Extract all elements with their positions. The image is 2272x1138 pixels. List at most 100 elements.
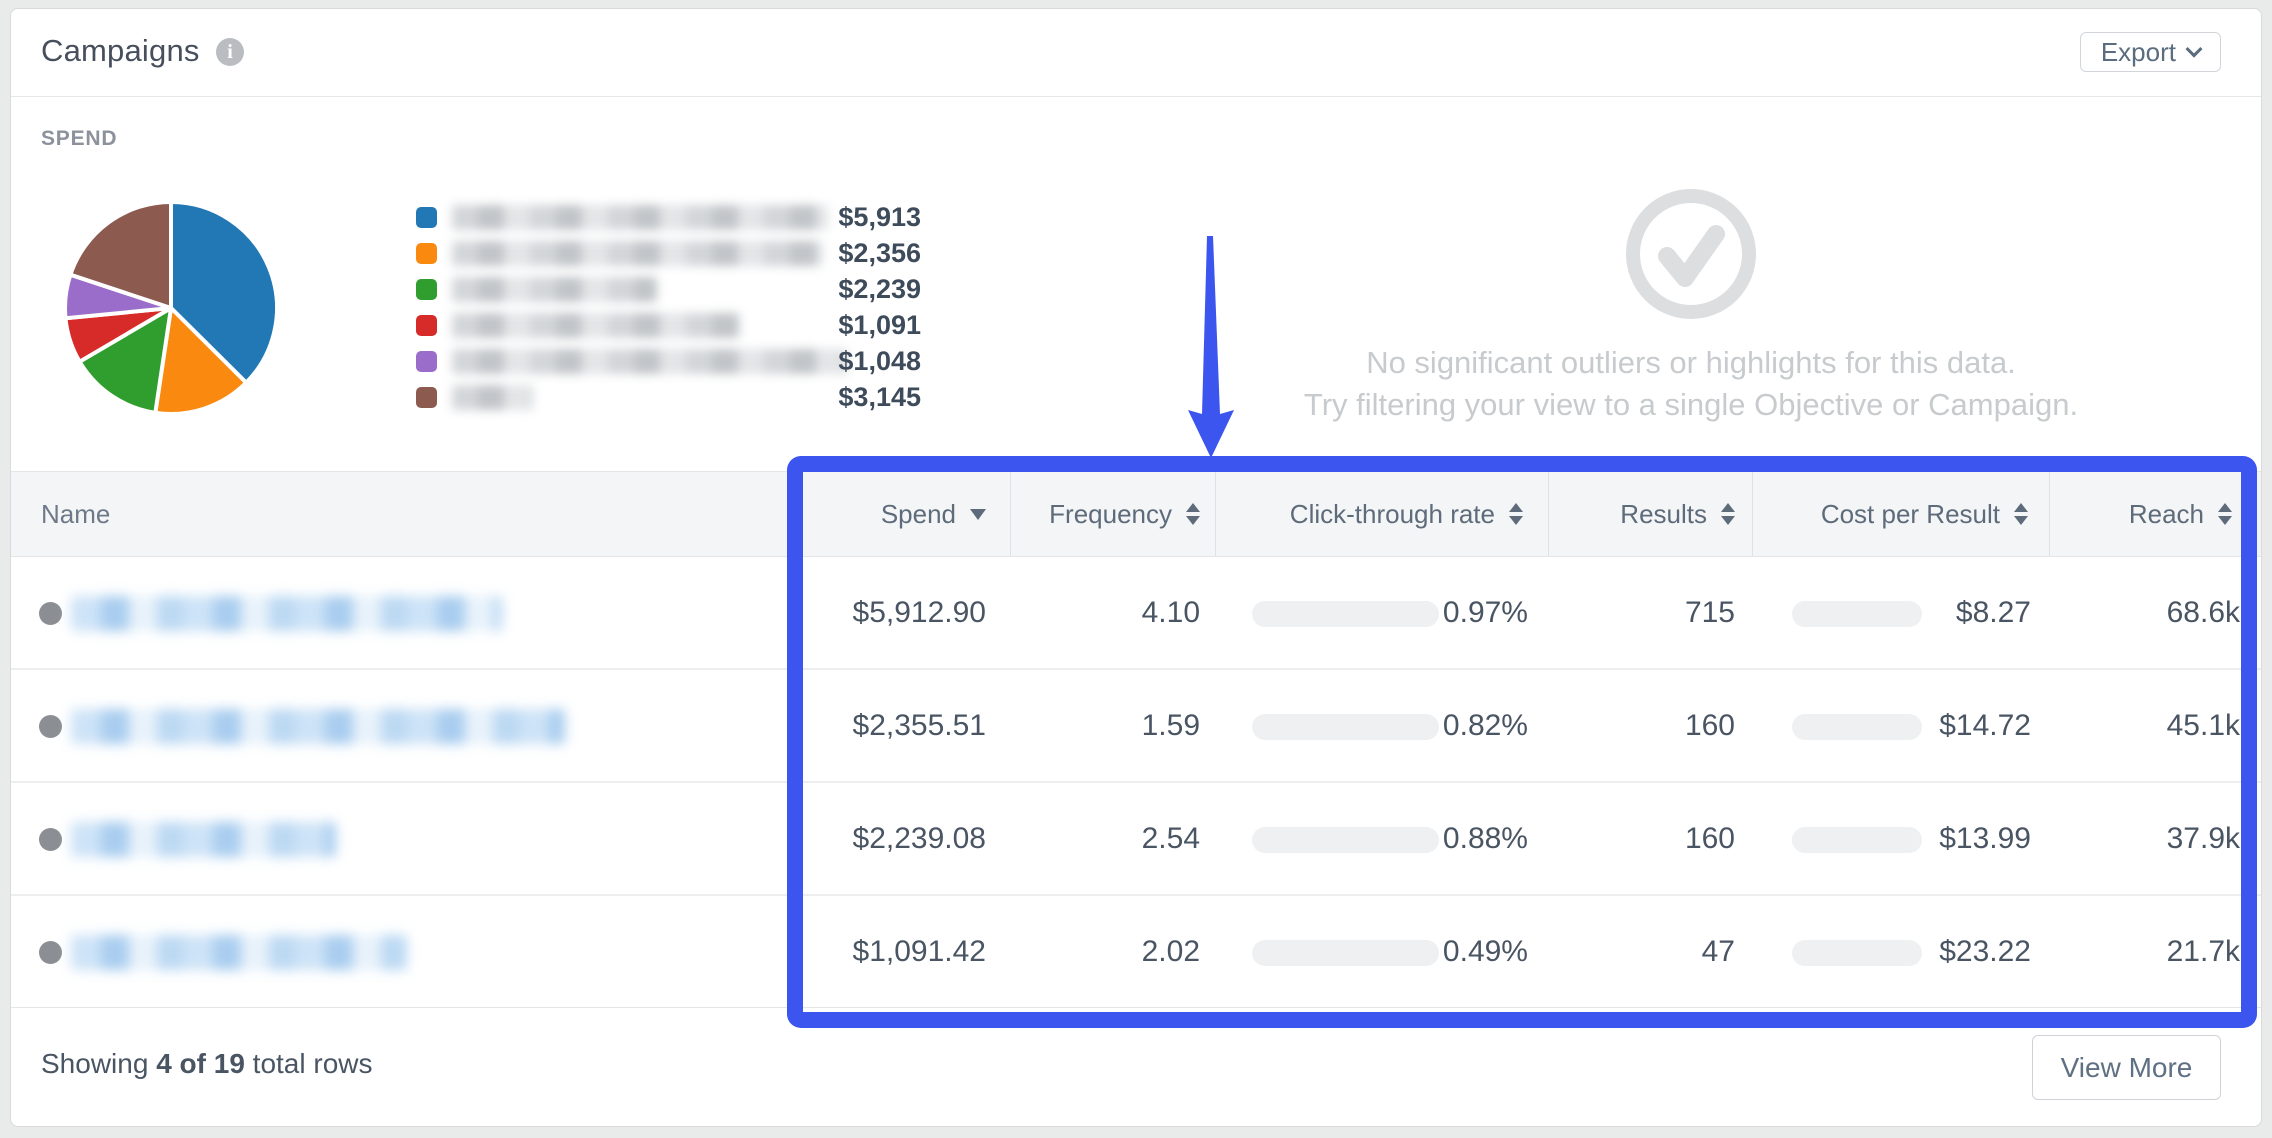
sort-descending-icon <box>970 508 986 520</box>
column-header-results-label: Results <box>1620 498 1707 529</box>
column-divider <box>2049 472 2050 556</box>
pie-slice[interactable] <box>153 306 249 416</box>
sort-icon <box>2014 503 2028 525</box>
info-icon[interactable]: i <box>216 38 244 66</box>
column-divider <box>1010 472 1011 556</box>
cell-spend: $5,912.90 <box>852 595 986 629</box>
legend-value: $1,048 <box>838 345 921 376</box>
legend-item[interactable]: $1,091 <box>416 307 921 343</box>
annotation-arrow-icon <box>1188 236 1234 458</box>
cell-spend: $2,239.08 <box>852 821 986 855</box>
cell-results: 160 <box>1684 708 1735 742</box>
column-divider <box>1548 472 1549 556</box>
sort-icon <box>1186 503 1200 525</box>
column-header-results[interactable]: Results <box>1548 472 1752 556</box>
cell-reach: 68.6k <box>2166 595 2240 629</box>
cell-spend: $2,355.51 <box>852 708 986 742</box>
campaign-name-link-redacted[interactable] <box>71 596 502 631</box>
row-bullet-icon <box>39 715 62 738</box>
cell-reach: 37.9k <box>2166 821 2240 855</box>
legend-item[interactable]: $5,913 <box>416 199 921 235</box>
pie-slice[interactable] <box>169 200 279 385</box>
column-header-reach-label: Reach <box>2128 498 2204 529</box>
row-count-status: Showing 4 of 19 total rows <box>41 1048 373 1079</box>
column-header-cost-per-result-label: Cost per Result <box>1820 498 2000 529</box>
legend-color-swatch <box>416 206 437 228</box>
chevron-down-icon <box>2185 40 2203 58</box>
row-bullet-icon <box>39 602 62 625</box>
cost-per-result-bar <box>1792 714 1922 740</box>
column-header-cost-per-result[interactable]: Cost per Result <box>1752 472 2049 556</box>
ctr-bar <box>1252 940 1439 966</box>
outliers-line-1: No significant outliers or highlights fo… <box>1366 345 2016 380</box>
column-header-reach[interactable]: Reach <box>2049 472 2253 556</box>
cell-results: 160 <box>1684 821 1735 855</box>
ctr-bar <box>1252 714 1439 740</box>
column-header-ctr[interactable]: Click-through rate <box>1215 472 1548 556</box>
spend-pie-chart <box>63 200 279 416</box>
panel-header: Campaigns i Export <box>11 9 2261 97</box>
legend-color-swatch <box>416 242 437 264</box>
campaigns-panel: Campaigns i Export SPEND $5,913 $2,356 $… <box>10 8 2262 1127</box>
legend-color-swatch <box>416 278 437 300</box>
cell-ctr: 0.97% <box>1442 595 1528 629</box>
table-footer: Showing 4 of 19 total rows View More <box>11 1007 2261 1126</box>
cell-results: 715 <box>1684 595 1735 629</box>
cell-frequency: 1.59 <box>1141 708 1200 742</box>
legend-value: $3,145 <box>838 381 921 412</box>
row-bullet-icon <box>39 828 62 851</box>
table-row: $2,355.51 1.59 0.82% 160 $14.72 45.1k <box>11 670 2261 783</box>
column-header-spend-label: Spend <box>880 498 956 529</box>
column-header-ctr-label: Click-through rate <box>1289 498 1495 529</box>
cost-per-result-bar <box>1792 940 1922 966</box>
check-circle-icon <box>1626 189 1756 319</box>
outliers-line-2: Try filtering your view to a single Obje… <box>1303 387 2079 422</box>
cell-results: 47 <box>1701 934 1735 968</box>
column-divider <box>1215 472 1216 556</box>
cell-cost-per-result: $8.27 <box>1955 595 2031 629</box>
legend-color-swatch <box>416 314 437 336</box>
column-header-frequency-label: Frequency <box>1049 498 1172 529</box>
cost-per-result-bar <box>1792 601 1922 627</box>
ctr-bar <box>1252 601 1439 627</box>
legend-campaign-name-redacted <box>452 348 847 374</box>
campaign-name-link-redacted[interactable] <box>71 822 336 857</box>
sort-icon <box>2218 503 2232 525</box>
pie-slice[interactable] <box>68 200 173 310</box>
legend-color-swatch <box>416 386 437 408</box>
column-header-name[interactable]: Name <box>41 498 111 529</box>
column-divider <box>1752 472 1753 556</box>
table-row: $5,912.90 4.10 0.97% 715 $8.27 68.6k <box>11 557 2261 670</box>
table-header: Name Spend Frequency Click-through rate … <box>11 471 2261 557</box>
cell-ctr: 0.49% <box>1442 934 1528 968</box>
table-row: $1,091.42 2.02 0.49% 47 $23.22 21.7k <box>11 896 2261 1009</box>
campaign-name-link-redacted[interactable] <box>71 935 407 970</box>
cell-cost-per-result: $13.99 <box>1939 821 2031 855</box>
table-row: $2,239.08 2.54 0.88% 160 $13.99 37.9k <box>11 783 2261 896</box>
legend-item[interactable]: $2,356 <box>416 235 921 271</box>
row-bullet-icon <box>39 941 62 964</box>
legend-value: $5,913 <box>838 201 921 232</box>
column-header-frequency[interactable]: Frequency <box>1010 472 1215 556</box>
campaign-name-link-redacted[interactable] <box>71 709 565 744</box>
cell-frequency: 2.54 <box>1141 821 1200 855</box>
export-button[interactable]: Export <box>2079 32 2221 72</box>
legend-campaign-name-redacted <box>452 312 740 338</box>
sort-icon <box>1509 503 1523 525</box>
view-more-button[interactable]: View More <box>2032 1035 2221 1100</box>
legend-campaign-name-redacted <box>452 276 657 302</box>
cell-frequency: 2.02 <box>1141 934 1200 968</box>
cell-ctr: 0.82% <box>1442 708 1528 742</box>
legend-campaign-name-redacted <box>452 240 823 266</box>
legend-campaign-name-redacted <box>452 384 533 410</box>
legend-item[interactable]: $1,048 <box>416 343 921 379</box>
legend-campaign-name-redacted <box>452 204 828 230</box>
column-header-spend[interactable]: Spend <box>789 472 1010 556</box>
pie-slice[interactable] <box>77 306 173 415</box>
legend-item[interactable]: $2,239 <box>416 271 921 307</box>
legend-item[interactable]: $3,145 <box>416 379 921 415</box>
spend-legend: $5,913 $2,356 $2,239 $1,091 $1,048 $3,14… <box>416 199 921 415</box>
cost-per-result-bar <box>1792 827 1922 853</box>
page-title: Campaigns <box>41 33 200 68</box>
cell-cost-per-result: $14.72 <box>1939 708 2031 742</box>
